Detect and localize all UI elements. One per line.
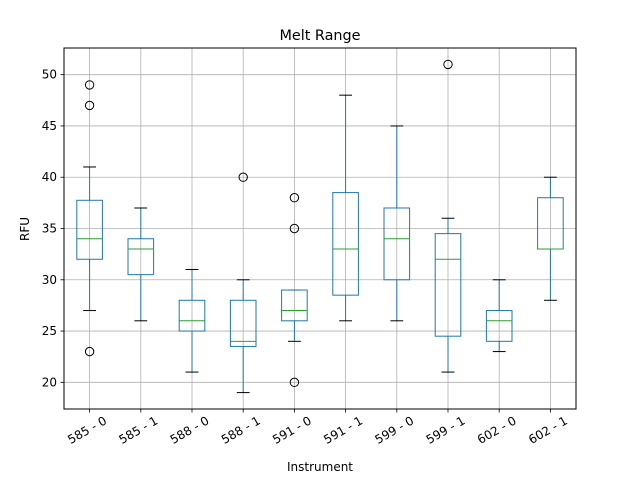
iqr-box xyxy=(178,299,206,332)
iqr-box xyxy=(485,310,513,342)
y-tick-label: 20 xyxy=(42,375,57,389)
box-group xyxy=(434,59,462,373)
outlier-point xyxy=(289,223,300,234)
iqr-box xyxy=(383,207,411,281)
outlier-point xyxy=(84,346,95,357)
iqr-box xyxy=(332,192,359,296)
y-tick-label: 50 xyxy=(42,68,57,82)
box-group xyxy=(229,172,257,394)
iqr-box xyxy=(434,233,462,337)
box-group xyxy=(281,193,308,388)
outlier-point xyxy=(443,59,453,70)
iqr-box xyxy=(229,299,257,347)
box-group xyxy=(332,94,359,322)
box-series xyxy=(76,59,564,394)
box-group xyxy=(537,176,564,301)
outlier-point xyxy=(238,172,248,182)
iqr-box xyxy=(76,199,103,260)
y-axis-label: RFU xyxy=(18,217,32,241)
outlier-point xyxy=(84,80,95,90)
y-tick-label: 30 xyxy=(42,273,57,287)
x-axis-label: Instrument xyxy=(287,460,353,474)
y-tick-label: 45 xyxy=(42,119,57,133)
box-group xyxy=(485,279,513,353)
chart-title: Melt Range xyxy=(279,28,360,44)
outlier-point xyxy=(84,100,95,111)
outlier-point xyxy=(289,193,300,203)
iqr-box xyxy=(281,289,308,322)
outlier-point xyxy=(289,377,300,388)
y-tick-label: 40 xyxy=(42,170,57,184)
box-group xyxy=(383,125,411,322)
box-group xyxy=(127,207,155,322)
box-group xyxy=(76,80,103,357)
y-tick-label: 25 xyxy=(42,324,57,338)
iqr-box xyxy=(127,238,155,276)
box-group xyxy=(178,269,206,373)
grid-lines xyxy=(64,48,576,409)
y-tick-label: 35 xyxy=(42,222,57,236)
